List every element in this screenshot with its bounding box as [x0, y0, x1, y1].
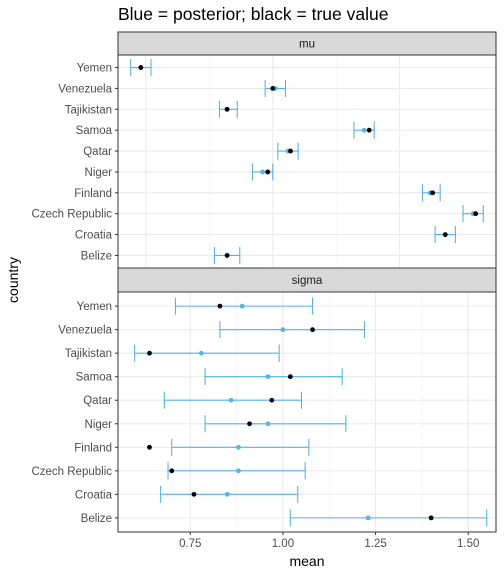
y-tick-label: Belize: [81, 513, 112, 525]
true-value-point: [270, 86, 276, 91]
posterior-mean-point: [265, 374, 271, 380]
facet-strip-label: mu: [299, 39, 315, 51]
posterior-mean-point: [236, 468, 241, 474]
facet-strip: [117, 267, 497, 293]
posterior-mean-point: [365, 515, 371, 521]
facet-panels: mu155160165YemenVenezuelaTajikistanSamoa…: [31, 31, 497, 550]
y-tick-label: Niger: [85, 419, 113, 431]
y-tick-label: Samoa: [76, 372, 113, 384]
true-value-point: [247, 421, 252, 427]
panel-background: [118, 55, 496, 268]
posterior-mean-point: [361, 127, 367, 133]
posterior-mean-point: [224, 491, 230, 497]
true-value-point: [224, 106, 230, 112]
y-tick-label: Finland: [74, 188, 112, 200]
y-tick-label: Tajikistan: [65, 104, 112, 116]
y-tick-label: Venezuela: [58, 83, 112, 95]
true-value-point: [430, 190, 435, 196]
chart-title: Blue = posterior; black = true value: [118, 4, 388, 24]
true-value-point: [310, 327, 315, 333]
x-tick-label: 1.25: [364, 538, 386, 550]
x-axis-title: mean: [289, 553, 324, 569]
true-value-point: [147, 444, 152, 450]
y-tick-label: Venezuela: [58, 325, 112, 337]
y-tick-label: Tajikistan: [65, 348, 112, 360]
y-tick-label: Qatar: [83, 146, 112, 158]
y-tick-label: Niger: [85, 167, 113, 179]
true-value-point: [191, 491, 197, 497]
true-value-point: [147, 350, 152, 356]
true-value-point: [269, 397, 275, 403]
posterior-mean-point: [198, 350, 204, 356]
y-tick-label: Qatar: [83, 395, 112, 407]
y-tick-label: Yemen: [77, 63, 112, 75]
y-tick-label: Croatia: [75, 489, 113, 501]
x-tick-label: 1.50: [457, 538, 479, 550]
posterior-mean-point: [228, 397, 234, 403]
x-tick-label: 0.75: [179, 538, 201, 550]
facet-mu: mu155160165YemenVenezuelaTajikistanSamoa…: [31, 31, 497, 286]
y-tick-label: Samoa: [76, 125, 113, 137]
posterior-mean-point: [239, 303, 245, 309]
y-axis-title: country: [5, 257, 21, 303]
y-tick-label: Croatia: [75, 230, 113, 242]
true-value-point: [287, 374, 293, 380]
posterior-mean-point: [260, 169, 266, 175]
posterior-mean-point: [236, 444, 241, 450]
true-value-point: [224, 253, 230, 258]
true-value-point: [138, 65, 144, 70]
facet-sigma: sigma 0.75 1.00 1.25 1.50 Yemen Venezuela Tajik…: [31, 267, 497, 550]
y-tick-label: Yemen: [77, 301, 112, 313]
true-value-point: [366, 127, 372, 133]
true-value-point: [428, 515, 434, 521]
true-value-point: [169, 468, 175, 474]
y-tick-label: Finland: [74, 442, 112, 454]
true-value-point: [442, 232, 448, 237]
y-tick-label: Czech Republic: [31, 466, 112, 478]
true-value-point: [288, 148, 293, 154]
true-value-point: [265, 169, 271, 175]
posterior-mean-point: [265, 421, 271, 427]
x-tick-label: 1.00: [272, 538, 294, 550]
panel-background: [118, 292, 496, 532]
facet-strip-label: sigma: [292, 275, 323, 287]
panel-border: [117, 291, 497, 533]
true-value-point: [473, 211, 479, 217]
y-tick-label: Belize: [81, 250, 112, 262]
true-value-point: [217, 303, 223, 309]
posterior-mean-point: [280, 327, 286, 333]
y-tick-label: Czech Republic: [31, 209, 112, 221]
